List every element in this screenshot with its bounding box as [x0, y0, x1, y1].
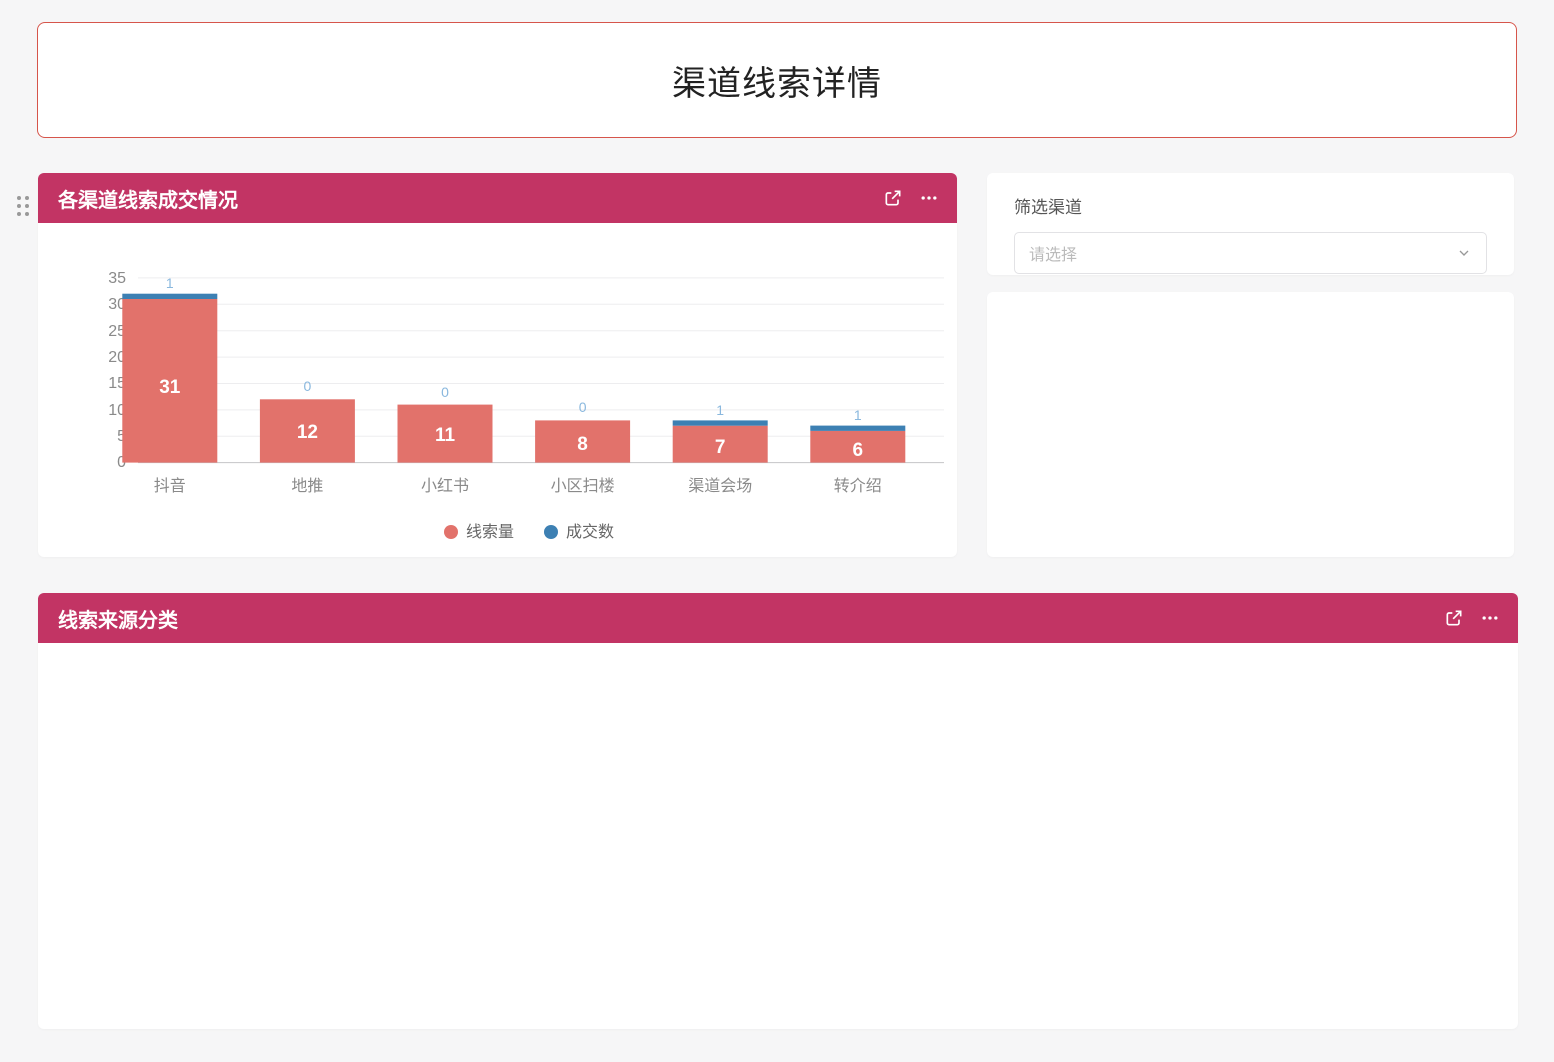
svg-text:31: 31 — [159, 377, 181, 398]
svg-text:抖音: 抖音 — [154, 477, 186, 495]
svg-text:1: 1 — [854, 407, 862, 423]
svg-text:小区扫楼: 小区扫楼 — [551, 477, 615, 495]
svg-text:1: 1 — [716, 402, 724, 418]
svg-text:渠道会场: 渠道会场 — [688, 477, 752, 495]
svg-text:11: 11 — [435, 425, 456, 446]
svg-text:成交数: 成交数 — [566, 523, 614, 541]
svg-text:1: 1 — [166, 275, 174, 291]
svg-text:小红书: 小红书 — [421, 477, 469, 495]
svg-text:0: 0 — [579, 399, 587, 415]
svg-text:12: 12 — [297, 422, 318, 443]
svg-text:地推: 地推 — [291, 477, 323, 495]
svg-text:0: 0 — [441, 384, 449, 400]
svg-text:8: 8 — [577, 434, 588, 455]
svg-text:转介绍: 转介绍 — [834, 477, 882, 495]
svg-text:线索量: 线索量 — [466, 523, 514, 541]
svg-text:6: 6 — [853, 440, 864, 461]
svg-text:35: 35 — [108, 270, 126, 287]
svg-text:0: 0 — [304, 378, 312, 394]
svg-text:7: 7 — [715, 437, 726, 458]
